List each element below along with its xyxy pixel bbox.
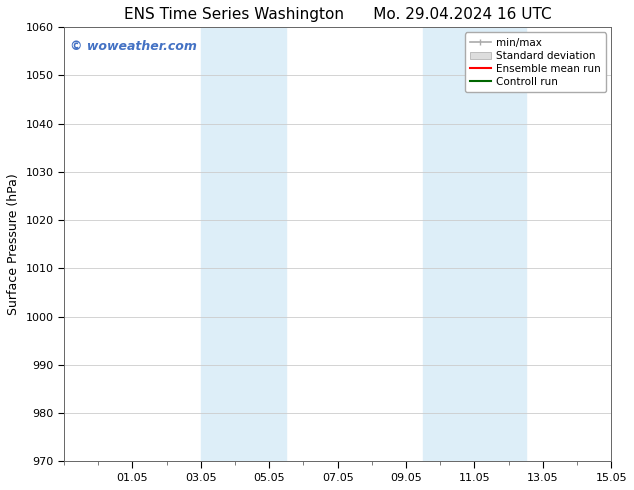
Bar bbox=[201, 27, 287, 461]
Text: © woweather.com: © woweather.com bbox=[70, 40, 197, 53]
Title: ENS Time Series Washington      Mo. 29.04.2024 16 UTC: ENS Time Series Washington Mo. 29.04.202… bbox=[124, 7, 552, 22]
Y-axis label: Surface Pressure (hPa): Surface Pressure (hPa) bbox=[7, 173, 20, 315]
Bar bbox=[423, 27, 526, 461]
Legend: min/max, Standard deviation, Ensemble mean run, Controll run: min/max, Standard deviation, Ensemble me… bbox=[465, 32, 606, 92]
